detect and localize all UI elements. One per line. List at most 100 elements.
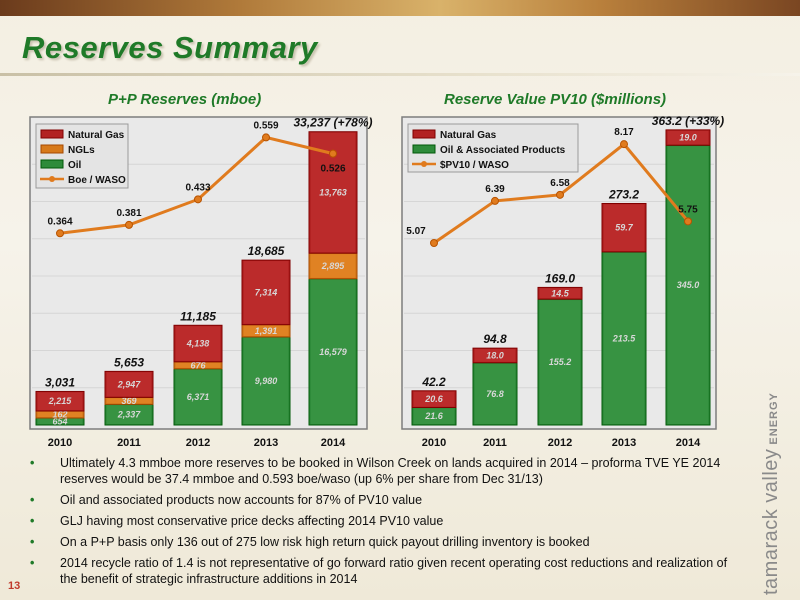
- bar-segment: [241, 336, 291, 426]
- line-value-label: 0.381: [116, 208, 141, 219]
- bullet-text: Oil and associated products now accounts…: [60, 493, 423, 507]
- bar-segment: [173, 368, 223, 426]
- bar-segment: [308, 252, 358, 280]
- line-point: [194, 195, 202, 204]
- bar-highlight: [475, 349, 515, 362]
- x-tick-label: 2014: [321, 437, 346, 449]
- legend-swatch: [40, 144, 64, 154]
- bar-highlight: [604, 252, 644, 424]
- line-point: [491, 196, 499, 205]
- bar-segment: [411, 390, 457, 408]
- bar-total-label: 169.0: [545, 271, 575, 285]
- bar-total-label: 363.2 (+33%): [652, 114, 724, 128]
- bar-highlight: [38, 392, 82, 410]
- bar-value-label: 13,763: [319, 187, 347, 197]
- bar-highlight: [604, 204, 644, 251]
- bar-value-label: 162: [52, 410, 67, 420]
- company-logo: tamarack valley ENERGY: [760, 392, 783, 595]
- bar-total-label: 5,653: [114, 355, 144, 369]
- bar-total-label: 11,185: [180, 309, 216, 323]
- bullet-text: 2014 recycle ratio of 1.4 is not represe…: [60, 556, 728, 586]
- line-value-label: 5.07: [406, 226, 426, 237]
- bar-highlight: [107, 372, 151, 397]
- bar-value-label: 16,579: [319, 347, 347, 357]
- bar-value-label: 1,391: [255, 326, 278, 336]
- bar-highlight: [38, 412, 82, 417]
- bar-value-label: 18.0: [486, 350, 504, 360]
- page-number: 13: [8, 580, 21, 592]
- bar-total-label: 3,031: [45, 375, 75, 389]
- bar-segment: [537, 286, 583, 300]
- bar-highlight: [414, 391, 454, 407]
- line-value-label: 0.559: [253, 120, 278, 131]
- legend-label: Oil: [68, 160, 82, 171]
- bar-highlight: [176, 369, 220, 424]
- legend-label: Natural Gas: [440, 130, 497, 141]
- bullet-text: On a P+P basis only 136 out of 275 low r…: [60, 535, 590, 549]
- bullet-item: • Ultimately 4.3 mmboe more reserves to b…: [30, 455, 730, 487]
- bar-value-label: 369: [121, 396, 136, 406]
- bar-value-label: 21.6: [424, 411, 444, 421]
- bullet-icon: •: [30, 535, 35, 549]
- line-point: [262, 133, 270, 142]
- x-tick-label: 2012: [548, 437, 572, 449]
- bar-value-label: 19.0: [679, 133, 697, 143]
- logo-wordmark: tamarack valley: [760, 448, 782, 595]
- bar-highlight: [244, 337, 288, 424]
- bar-segment: [104, 370, 154, 398]
- bar-value-label: 2,337: [117, 410, 142, 420]
- bar-value-label: 2,947: [117, 379, 142, 389]
- bar-segment: [537, 298, 583, 426]
- bar-value-label: 2,895: [321, 261, 346, 271]
- line-value-label: 8.17: [614, 127, 634, 138]
- bar-total-label: 33,237 (+78%): [293, 116, 372, 130]
- legend-swatch: [40, 159, 64, 169]
- x-tick-label: 2013: [254, 437, 278, 449]
- x-tick-label: 2011: [483, 437, 507, 449]
- bar-value-label: 6,371: [187, 392, 210, 402]
- bar-highlight: [540, 300, 580, 424]
- bar-segment: [472, 362, 518, 426]
- bar-segment: [601, 202, 647, 253]
- bar-highlight: [38, 419, 82, 424]
- line-value-label: 6.58: [550, 178, 570, 189]
- bullet-item: • Oil and associated products now account…: [30, 492, 730, 508]
- line-value-label: 6.39: [485, 184, 505, 195]
- bar-highlight: [540, 288, 580, 299]
- bar-value-label: 2,215: [48, 396, 73, 406]
- legend-label: Natural Gas: [68, 130, 125, 141]
- bar-value-label: 345.0: [677, 280, 700, 290]
- bar-highlight: [244, 261, 288, 324]
- legend-marker: [49, 176, 55, 182]
- bar-total-label: 42.2: [421, 375, 446, 389]
- bar-value-label: 676: [190, 360, 206, 370]
- x-tick-label: 2010: [422, 437, 446, 449]
- bar-value-label: 4,138: [186, 339, 210, 349]
- bullet-icon: •: [30, 514, 35, 528]
- reserves-chart-title: P+P Reserves (mboe): [108, 91, 262, 108]
- bar-highlight: [176, 362, 220, 368]
- legend-label: $PV10 / WASO: [440, 160, 509, 171]
- x-tick-label: 2010: [48, 437, 72, 449]
- logo-subtext: ENERGY: [768, 392, 780, 445]
- legend-swatch: [412, 144, 436, 154]
- bar-segment: [665, 144, 711, 426]
- bar-highlight: [668, 130, 708, 145]
- bar-segment: [472, 347, 518, 364]
- line-point: [430, 239, 438, 248]
- legend-marker: [421, 161, 427, 167]
- legend-box: [407, 123, 579, 173]
- bar-total-label: 273.2: [608, 187, 639, 201]
- line-value-label: 0.526: [320, 164, 345, 175]
- bar-highlight: [176, 326, 220, 361]
- x-tick-label: 2014: [676, 437, 701, 449]
- bar-highlight: [668, 146, 708, 424]
- bullet-text: GLJ having most conservative price decks…: [60, 514, 444, 528]
- bar-total-label: 94.8: [483, 332, 507, 346]
- bar-highlight: [311, 279, 355, 424]
- bar-segment: [665, 129, 711, 146]
- line-value-label: 0.433: [185, 182, 210, 193]
- line-point: [684, 217, 692, 226]
- bullet-icon: •: [30, 456, 35, 470]
